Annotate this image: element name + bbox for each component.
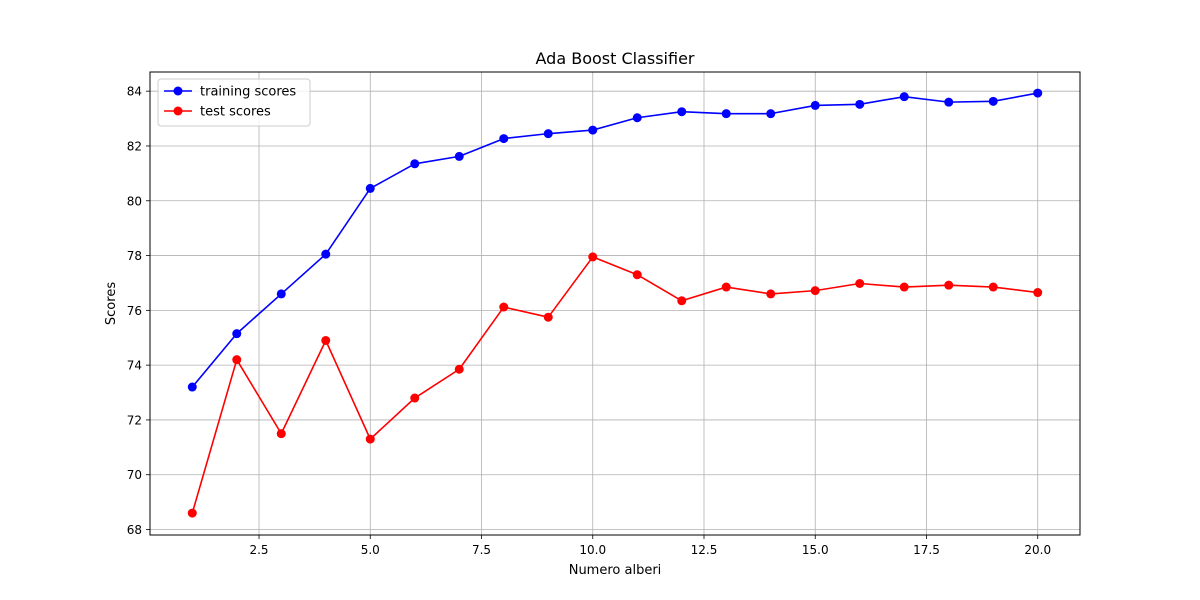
data-point-training-scores (855, 99, 865, 109)
data-point-training-scores (410, 159, 420, 169)
data-point-test-scores (454, 364, 464, 374)
legend: training scores test scores (157, 78, 311, 127)
data-point-test-scores (365, 434, 375, 444)
y-axis: 68 70 72 74 76 78 80 82 84 (127, 85, 150, 537)
legend-label-training-scores: training scores (200, 85, 296, 100)
data-point-training-scores (365, 183, 375, 193)
series-line-test-scores (191, 256, 1038, 514)
data-point-test-scores (187, 508, 197, 518)
data-point-training-scores (766, 109, 776, 119)
x-tick-label: 7.5 (472, 543, 491, 557)
x-tick-label: 15.0 (802, 543, 829, 557)
data-point-test-scores (899, 282, 909, 292)
data-point-training-scores (187, 382, 197, 392)
data-point-test-scores (855, 279, 865, 289)
data-point-test-scores (321, 335, 331, 345)
data-point-training-scores (1033, 88, 1043, 98)
data-point-training-scores (632, 113, 642, 123)
x-tick-label: 17.5 (913, 543, 940, 557)
x-tick-label: 2.5 (249, 543, 268, 557)
data-point-training-scores (588, 125, 598, 135)
data-point-test-scores (944, 280, 954, 290)
data-point-test-scores (499, 302, 509, 312)
data-point-training-scores (988, 96, 998, 106)
data-point-test-scores (543, 312, 553, 322)
data-point-training-scores (543, 129, 553, 139)
data-point-test-scores (810, 286, 820, 296)
x-tick-label: 10.0 (579, 543, 606, 557)
data-point-training-scores (276, 289, 286, 299)
data-point-test-scores (232, 355, 242, 365)
data-point-test-scores (632, 270, 642, 280)
data-point-test-scores (588, 252, 598, 262)
x-axis: 2.5 5.0 7.5 10.0 12.5 15.0 17.5 20.0 (249, 535, 1051, 557)
y-tick-label: 72 (127, 413, 142, 427)
series-line-training-scores (191, 92, 1038, 388)
data-point-test-scores (721, 282, 731, 292)
legend-marker-training-scores (173, 86, 183, 96)
y-tick-label: 78 (127, 249, 142, 263)
data-point-test-scores (276, 429, 286, 439)
data-point-training-scores (454, 151, 464, 161)
data-point-training-scores (232, 329, 242, 339)
data-point-training-scores (499, 134, 509, 144)
y-tick-label: 82 (127, 139, 142, 153)
y-axis-label: Scores (104, 282, 119, 325)
y-tick-label: 76 (127, 304, 142, 318)
series-layer (187, 88, 1043, 518)
legend-marker-test-scores (173, 106, 183, 116)
data-point-training-scores (677, 107, 687, 117)
data-point-test-scores (1033, 288, 1043, 298)
x-axis-label: Numero alberi (569, 563, 662, 578)
data-point-test-scores (988, 282, 998, 292)
data-point-test-scores (677, 296, 687, 306)
legend-box (157, 78, 311, 127)
y-tick-label: 74 (127, 359, 142, 373)
legend-label-test-scores: test scores (200, 105, 271, 120)
y-tick-label: 84 (127, 85, 142, 99)
y-tick-label: 68 (127, 523, 142, 537)
data-point-test-scores (766, 289, 776, 299)
data-point-training-scores (321, 249, 331, 259)
data-point-training-scores (944, 97, 954, 107)
chart-title: Ada Boost Classifier (536, 49, 695, 68)
data-point-test-scores (410, 393, 420, 403)
plot-frame (149, 71, 1081, 536)
grid (150, 72, 1080, 535)
x-tick-label: 20.0 (1024, 543, 1051, 557)
x-tick-label: 5.0 (361, 543, 380, 557)
y-tick-label: 70 (127, 468, 142, 482)
data-point-training-scores (810, 100, 820, 110)
data-point-training-scores (899, 92, 909, 102)
x-tick-label: 12.5 (691, 543, 718, 557)
y-tick-label: 80 (127, 194, 142, 208)
data-point-training-scores (721, 109, 731, 119)
